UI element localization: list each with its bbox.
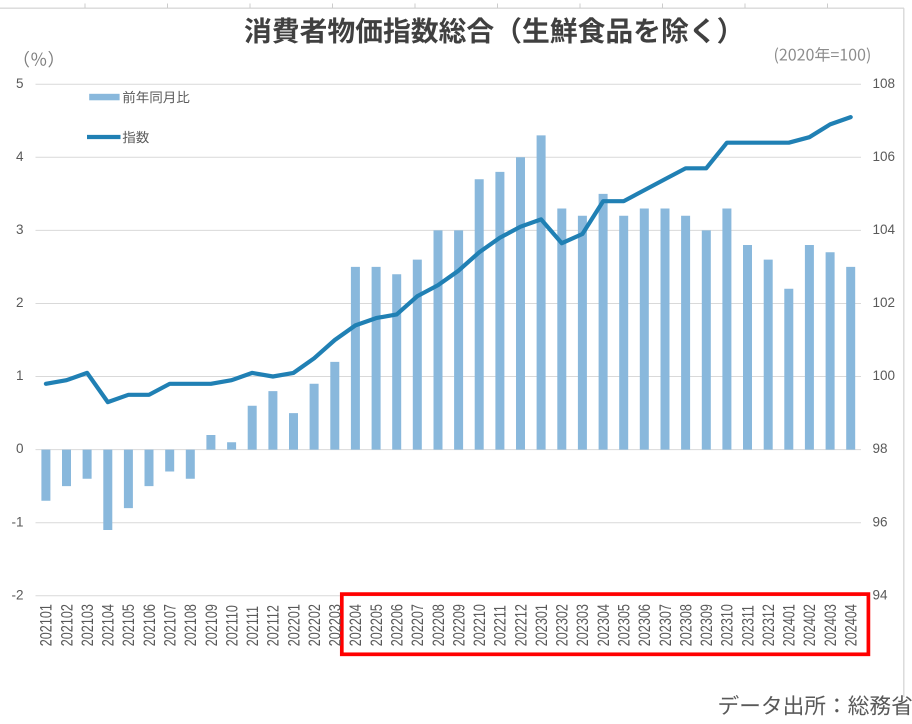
svg-text:202201: 202201: [286, 604, 304, 646]
svg-text:202304: 202304: [595, 604, 613, 646]
svg-text:202108: 202108: [183, 604, 201, 646]
svg-text:202109: 202109: [203, 604, 221, 646]
svg-text:202204: 202204: [348, 604, 366, 646]
svg-text:202302: 202302: [554, 604, 572, 646]
svg-text:-1: -1: [11, 514, 23, 529]
svg-text:104: 104: [873, 222, 896, 237]
svg-text:4: 4: [16, 149, 24, 164]
svg-text:102: 102: [873, 295, 896, 310]
svg-text:3: 3: [16, 222, 24, 237]
svg-text:202107: 202107: [162, 604, 180, 646]
svg-text:202311: 202311: [740, 605, 758, 646]
svg-text:202312: 202312: [760, 604, 778, 646]
svg-text:202310: 202310: [719, 604, 737, 646]
svg-text:202110: 202110: [224, 605, 242, 646]
svg-text:106: 106: [873, 149, 896, 164]
svg-text:0: 0: [16, 441, 24, 456]
svg-text:202309: 202309: [698, 604, 716, 646]
svg-text:100: 100: [873, 368, 896, 383]
svg-text:202207: 202207: [410, 604, 428, 646]
svg-text:202301: 202301: [533, 604, 551, 646]
svg-text:202112: 202112: [265, 605, 283, 646]
svg-text:202202: 202202: [306, 604, 324, 646]
svg-text:202402: 202402: [802, 604, 820, 646]
svg-text:202308: 202308: [678, 604, 696, 646]
svg-text:202404: 202404: [843, 604, 861, 646]
svg-text:202403: 202403: [822, 604, 840, 646]
svg-text:202101: 202101: [38, 604, 56, 646]
svg-text:202106: 202106: [141, 604, 159, 646]
svg-text:202105: 202105: [121, 604, 139, 646]
svg-text:202208: 202208: [430, 604, 448, 646]
svg-text:202210: 202210: [471, 604, 489, 646]
svg-text:202307: 202307: [657, 604, 675, 646]
svg-text:98: 98: [873, 441, 888, 456]
svg-text:202211: 202211: [492, 605, 510, 646]
svg-text:202103: 202103: [79, 604, 97, 646]
svg-text:202306: 202306: [637, 604, 655, 646]
svg-text:202102: 202102: [59, 604, 77, 646]
svg-text:202104: 202104: [100, 604, 118, 646]
svg-text:1: 1: [16, 368, 24, 383]
svg-text:2: 2: [16, 295, 24, 310]
svg-text:-2: -2: [11, 587, 23, 602]
svg-text:202205: 202205: [368, 604, 386, 646]
svg-text:108: 108: [873, 76, 896, 91]
svg-text:202209: 202209: [451, 604, 469, 646]
svg-text:202111: 202111: [244, 606, 262, 646]
svg-text:202401: 202401: [781, 604, 799, 646]
svg-text:94: 94: [873, 587, 889, 602]
svg-text:96: 96: [873, 514, 888, 529]
svg-text:5: 5: [16, 76, 24, 91]
svg-text:202305: 202305: [616, 604, 634, 646]
svg-text:202206: 202206: [389, 604, 407, 646]
svg-text:202203: 202203: [327, 604, 345, 646]
svg-text:202212: 202212: [513, 604, 531, 646]
svg-text:202303: 202303: [575, 604, 593, 646]
